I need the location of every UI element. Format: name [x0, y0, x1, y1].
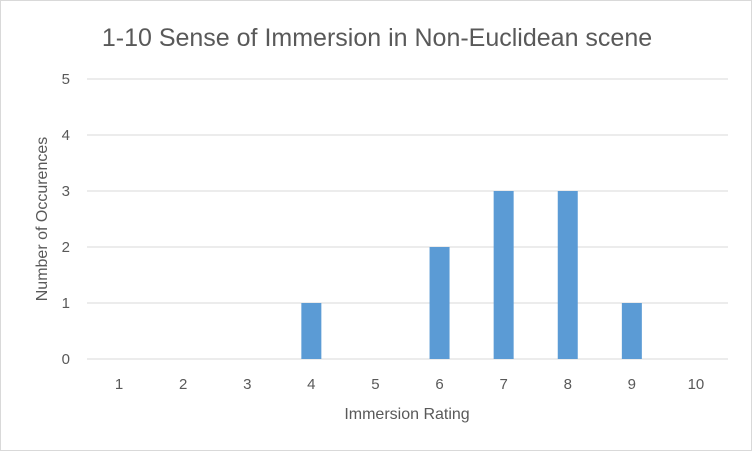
x-tick-label: 6: [435, 376, 443, 393]
y-tick-label: 2: [62, 239, 70, 256]
x-tick-label: 9: [628, 376, 636, 393]
x-tick-label: 2: [179, 376, 187, 393]
y-tick-label: 3: [62, 183, 70, 200]
bar-7: [493, 191, 514, 359]
x-tick-label: 1: [115, 376, 123, 393]
chart-title: 1-10 Sense of Immersion in Non-Euclidean…: [102, 24, 652, 52]
bar-8: [557, 191, 578, 359]
x-tick-label: 5: [371, 376, 379, 393]
x-tick-label: 3: [243, 376, 251, 393]
y-axis-ticks: 0 1 2 3 4 5: [62, 71, 70, 368]
bar-9: [621, 303, 642, 359]
x-tick-label: 4: [307, 376, 315, 393]
y-axis-label: Number of Occurences: [34, 137, 51, 302]
gridlines: [87, 78, 728, 360]
bar-6: [429, 247, 450, 359]
y-tick-label: 4: [62, 127, 70, 144]
bar-4: [301, 303, 322, 359]
x-tick-label: 10: [688, 376, 705, 393]
y-tick-label: 0: [62, 351, 70, 368]
y-tick-label: 5: [62, 71, 70, 88]
x-tick-label: 7: [499, 376, 507, 393]
x-tick-label: 8: [564, 376, 572, 393]
x-axis-ticks: 1 2 3 4 5 6 7 8 9 10: [115, 376, 704, 393]
bars: [301, 191, 642, 359]
x-axis-label: Immersion Rating: [344, 406, 469, 423]
y-tick-label: 1: [62, 295, 70, 312]
